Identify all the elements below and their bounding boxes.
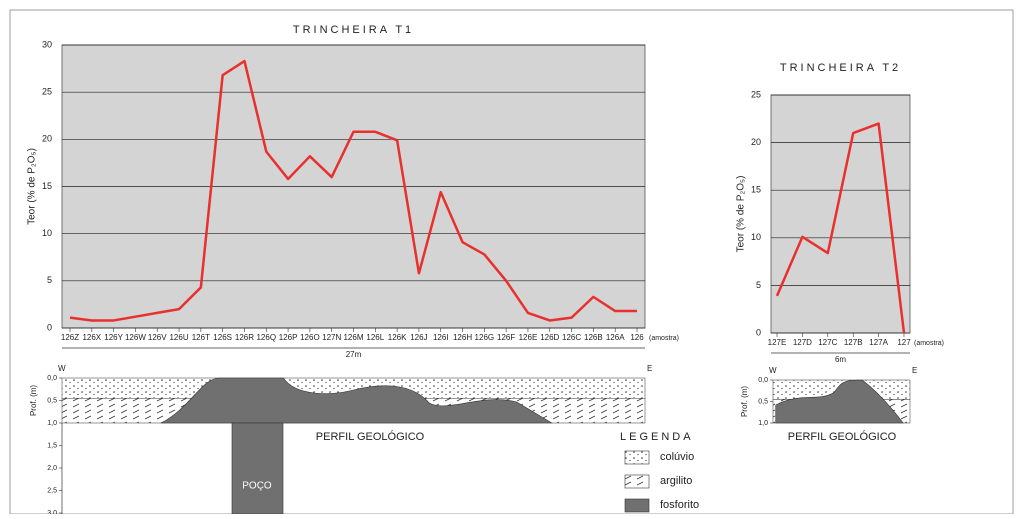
distance-label: 6m bbox=[835, 355, 846, 364]
x-tick-label: 126Z bbox=[61, 333, 79, 342]
west-label: W bbox=[58, 364, 66, 373]
x-tick-label: 126L bbox=[366, 333, 384, 342]
x-note: (amostra) bbox=[914, 340, 944, 347]
legend-swatch bbox=[624, 474, 650, 489]
x-tick-label: 126A bbox=[606, 333, 625, 342]
x-tick-label: 126F bbox=[497, 333, 515, 342]
x-tick-label: 126T bbox=[192, 333, 210, 342]
x-tick-label: 126M bbox=[343, 333, 363, 342]
profile-title: PERFIL GEOLÓGICO bbox=[788, 430, 897, 443]
x-tick-label: 126 bbox=[630, 333, 644, 342]
depth-tick-label: 0,0 bbox=[47, 375, 57, 382]
x-tick-label: 126Q bbox=[256, 333, 276, 342]
y-axis-label: Teor (% de P₂O₅) bbox=[27, 148, 38, 225]
depth-tick-label: 2,0 bbox=[47, 465, 57, 472]
y-tick-label: 5 bbox=[756, 280, 761, 290]
legend-label: colúvio bbox=[660, 451, 694, 463]
x-tick-label: 127C bbox=[818, 338, 837, 347]
x-tick-label: 126X bbox=[82, 333, 101, 342]
x-tick-label: 126Y bbox=[104, 333, 123, 342]
y-tick-label: 25 bbox=[42, 87, 52, 97]
x-tick-label: 126G bbox=[475, 333, 495, 342]
x-tick-label: 127B bbox=[844, 338, 863, 347]
x-tick-label: 126B bbox=[584, 333, 603, 342]
y-tick-label: 5 bbox=[47, 275, 52, 285]
x-tick-label: 127E bbox=[768, 338, 787, 347]
x-tick-label: 126D bbox=[540, 333, 559, 342]
depth-tick-label: 0,5 bbox=[758, 398, 768, 405]
x-tick-label: 126H bbox=[453, 333, 472, 342]
well bbox=[231, 422, 284, 515]
x-tick-label: 126P bbox=[279, 333, 298, 342]
y-tick-label: 10 bbox=[42, 228, 52, 238]
east-label: E bbox=[647, 364, 652, 373]
profile-title: PERFIL GEOLÓGICO bbox=[316, 430, 425, 443]
fosforito-body bbox=[160, 377, 553, 424]
x-tick-label: 126S bbox=[213, 333, 232, 342]
depth-tick-label: 0,5 bbox=[47, 397, 57, 404]
depth-tick-label: 1,5 bbox=[47, 442, 57, 449]
west-label: W bbox=[769, 366, 777, 375]
depth-tick-label: 1,0 bbox=[758, 420, 768, 427]
x-tick-label: 126J bbox=[410, 333, 427, 342]
x-tick-label: 127D bbox=[793, 338, 812, 347]
y-tick-label: 10 bbox=[751, 232, 761, 242]
fosforito-body bbox=[775, 379, 904, 424]
x-tick-label: 126E bbox=[519, 333, 538, 342]
legend-swatch bbox=[624, 450, 650, 465]
y-tick-label: 30 bbox=[42, 39, 52, 49]
x-tick-label: 126K bbox=[388, 333, 407, 342]
east-label: E bbox=[912, 366, 917, 375]
x-tick-label: 126C bbox=[562, 333, 581, 342]
data-line bbox=[775, 122, 906, 334]
depth-tick-label: 1,0 bbox=[47, 420, 57, 427]
depth-tick-label: 3,0 bbox=[47, 510, 57, 514]
legend-swatch bbox=[624, 498, 650, 513]
legend-title: LEGENDA bbox=[620, 431, 694, 443]
data-line bbox=[69, 59, 637, 322]
x-note: (amostra) bbox=[649, 335, 679, 342]
depth-tick-label: 2,5 bbox=[47, 487, 57, 494]
y-axis-label: Teor (% de P₂O₅) bbox=[736, 176, 747, 253]
x-tick-label: 126V bbox=[148, 333, 167, 342]
depth-label: Prof. (m) bbox=[29, 385, 38, 416]
x-tick-label: 126O bbox=[300, 333, 320, 342]
x-tick-label: 127N bbox=[322, 333, 341, 342]
y-tick-label: 0 bbox=[756, 327, 761, 337]
legend-label: argilito bbox=[660, 475, 692, 487]
y-tick-label: 20 bbox=[751, 137, 761, 147]
y-tick-label: 15 bbox=[751, 185, 761, 195]
y-tick-label: 20 bbox=[42, 134, 52, 144]
plot-area bbox=[770, 94, 911, 334]
x-tick-label: 127 bbox=[897, 338, 911, 347]
x-tick-label: 126I bbox=[433, 333, 449, 342]
chart-title: TRINCHEIRA T1 bbox=[293, 24, 414, 36]
depth-label: Prof. (m) bbox=[740, 386, 749, 417]
legend-label: fosforito bbox=[660, 499, 699, 511]
y-tick-label: 15 bbox=[42, 181, 52, 191]
y-tick-label: 0 bbox=[47, 322, 52, 332]
x-tick-label: 127A bbox=[869, 338, 888, 347]
y-tick-label: 25 bbox=[751, 89, 761, 99]
chart-title: TRINCHEIRA T2 bbox=[780, 62, 901, 74]
x-tick-label: 126R bbox=[235, 333, 254, 342]
well-label: POÇO bbox=[242, 481, 272, 492]
distance-label: 27m bbox=[346, 350, 362, 359]
x-tick-label: 126U bbox=[169, 333, 188, 342]
depth-tick-label: 0,0 bbox=[758, 377, 768, 384]
x-tick-label: 126W bbox=[125, 333, 146, 342]
